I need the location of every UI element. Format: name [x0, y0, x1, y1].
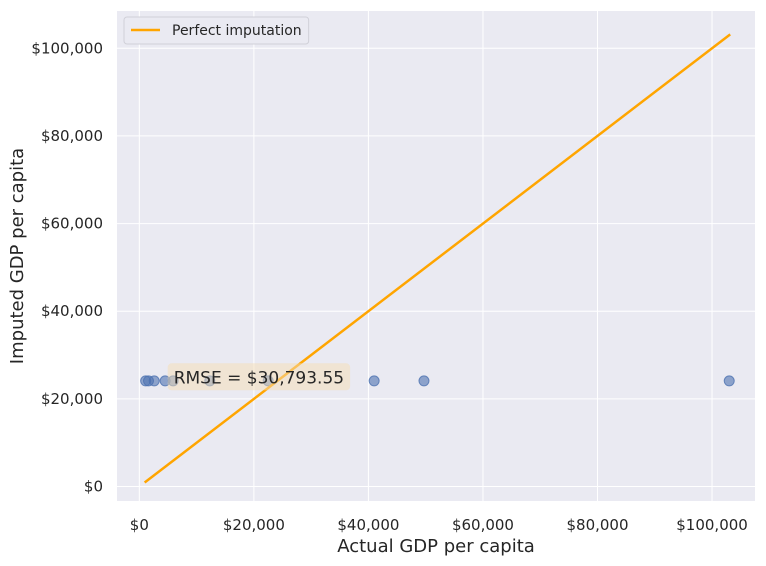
- legend-frame: [123, 16, 310, 45]
- rmse-annotation: RMSE = $30,793.55: [167, 363, 351, 391]
- x-tick-label: $80,000: [566, 516, 628, 534]
- annotation-box: [167, 363, 351, 391]
- x-tick-label: $100,000: [676, 516, 748, 534]
- legend: Perfect imputation: [123, 16, 310, 45]
- y-tick-label: $80,000: [41, 127, 103, 145]
- y-tick-label: $40,000: [41, 302, 103, 320]
- y-tick-label: $0: [84, 478, 103, 496]
- x-tick-label: $40,000: [337, 516, 399, 534]
- x-tick-label: $20,000: [223, 516, 285, 534]
- data-point: [418, 375, 430, 387]
- x-axis-tick-labels: $0 $20,000 $40,000 $60,000 $80,000 $100,000: [130, 516, 748, 534]
- perfect-imputation-line-group: [143, 33, 731, 484]
- y-tick-label: $20,000: [41, 390, 103, 408]
- data-point: [723, 375, 735, 387]
- annotation-text: RMSE = $30,793.55: [174, 368, 344, 388]
- legend-label: Perfect imputation: [172, 23, 302, 39]
- x-tick-label: $0: [130, 516, 149, 534]
- x-tick-label: $60,000: [452, 516, 514, 534]
- y-tick-label: $60,000: [41, 215, 103, 233]
- y-axis-title: Imputed GDP per capita: [7, 148, 28, 364]
- perfect-imputation-line: [143, 33, 731, 484]
- x-axis-title: Actual GDP per capita: [337, 536, 535, 557]
- y-tick-label: $100,000: [31, 39, 103, 57]
- data-point: [368, 375, 380, 387]
- plot-area-background: [117, 11, 755, 501]
- gridlines: [117, 11, 755, 501]
- data-point: [148, 375, 160, 387]
- y-axis-tick-labels: $0 $20,000 $40,000 $60,000 $80,000 $100,000: [31, 39, 103, 495]
